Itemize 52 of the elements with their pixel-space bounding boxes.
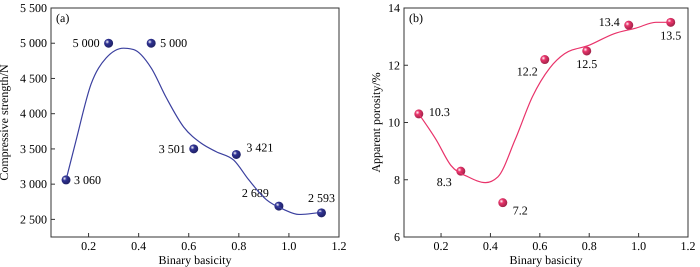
- y-tick-label: 4 000: [20, 106, 47, 121]
- data-label: 2 593: [308, 190, 335, 205]
- point: [104, 38, 114, 48]
- y-tick-label: 12: [388, 58, 400, 72]
- x-tick-label: 0.6: [532, 239, 548, 253]
- x-tick-label: 0.8: [582, 239, 597, 253]
- y-axis-title: Apparent porosity/%: [369, 72, 383, 173]
- y-tick-label: 5 000: [20, 36, 47, 50]
- data-label: 5 000: [160, 36, 188, 50]
- data-label: 13.5: [660, 28, 682, 42]
- y-tick-label: 14: [388, 1, 400, 15]
- x-axis-title: Binary basicity: [158, 253, 232, 267]
- x-tick-label: 0.6: [181, 239, 196, 253]
- x-tick-label: 1.0: [631, 239, 646, 253]
- point: [582, 46, 592, 56]
- annotation: (b): [409, 11, 423, 25]
- x-tick-label: 0.2: [434, 239, 449, 253]
- data-label: 13.4: [598, 15, 620, 30]
- y-tick-label: 6: [394, 230, 400, 244]
- annotation: (a): [56, 11, 70, 25]
- point: [540, 55, 550, 64]
- point: [316, 208, 326, 218]
- data-label: 12.2: [516, 64, 538, 79]
- y-axis-title: Compressive strength/N: [0, 64, 11, 181]
- x-tick-label: 1.2: [332, 239, 346, 253]
- y-tick-label: 4 500: [20, 71, 47, 86]
- data-label: 3 421: [246, 140, 274, 154]
- point: [232, 150, 241, 159]
- data-label: 10.3: [428, 104, 450, 119]
- x-tick-label: 0.4: [131, 239, 146, 253]
- point: [146, 38, 156, 48]
- x-tick-label: 0.8: [231, 239, 246, 253]
- y-tick-label: 8: [394, 172, 400, 187]
- data-label: 12.5: [576, 56, 598, 71]
- data-label: 7.2: [512, 204, 528, 218]
- x-tick-label: 0.4: [482, 239, 498, 253]
- point: [624, 20, 634, 30]
- point: [498, 198, 508, 208]
- y-tick-label: 3 500: [20, 142, 47, 156]
- y-tick-label: 3 000: [20, 177, 47, 192]
- y-tick-label: 5 500: [20, 1, 47, 15]
- x-tick-label: 1.2: [680, 239, 696, 253]
- x-axis-title: Binary basicity: [510, 253, 582, 267]
- data-label: 3 060: [74, 172, 102, 187]
- y-tick-label: 2 500: [20, 212, 47, 226]
- data-label: 3 501: [158, 142, 186, 156]
- data-label: 8.3: [436, 175, 452, 190]
- y-tick-label: 10: [388, 116, 400, 130]
- x-tick-label: 0.2: [81, 239, 96, 253]
- point: [189, 144, 198, 154]
- data-label: 5 000: [72, 36, 100, 50]
- x-tick-label: 1.0: [281, 239, 296, 253]
